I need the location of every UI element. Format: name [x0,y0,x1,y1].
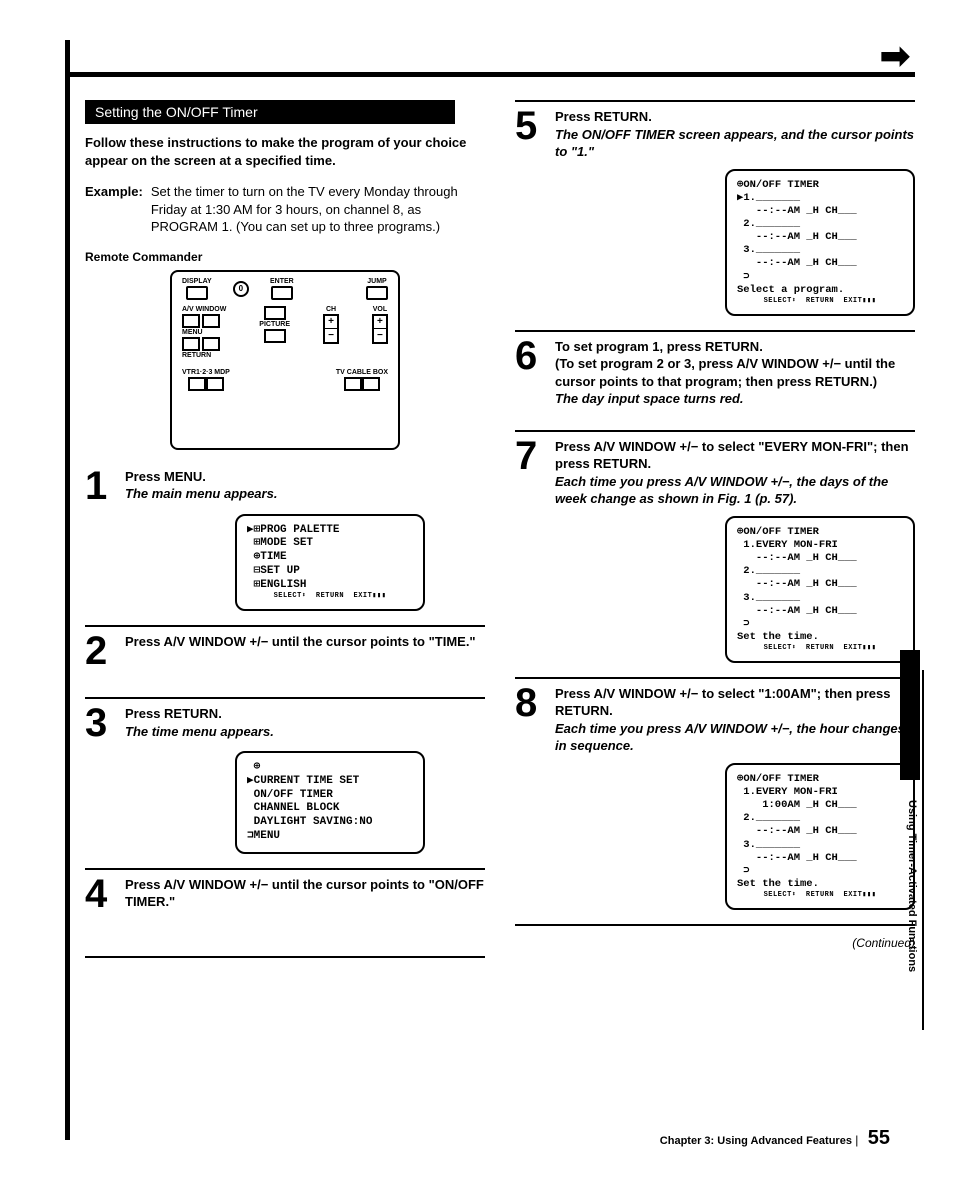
enter-key [271,286,293,300]
step-3-italic: The time menu appears. [125,724,274,739]
side-line [922,670,924,1030]
page-number: 55 [868,1127,890,1149]
step-2-text: Press A/V WINDOW +/− until the cursor po… [125,634,476,649]
step-5-italic: The ON/OFF TIMER screen appears, and the… [555,127,914,160]
side-section-label: Using Timer-Activated Functions [906,800,918,972]
key-label-ch: CH [326,306,336,313]
key-label-enter: ENTER [270,278,294,285]
menu-key2 [202,337,220,351]
footer-sep: | [855,1133,858,1147]
ch-rocker: +− [323,314,339,344]
step-4: 4 Press A/V WINDOW +/− until the cursor … [85,868,485,912]
screen-time-menu: ⊕ ▶CURRENT TIME SET ON/OFF TIMER CHANNEL… [235,751,425,854]
step-5: 5 Press RETURN. The ON/OFF TIMER screen … [515,100,915,161]
step-6-text2: (To set program 2 or 3, press A/V WINDOW… [555,356,895,389]
key-label-return: RETURN [182,352,211,359]
step-4-text: Press A/V WINDOW +/− until the cursor po… [125,877,484,910]
step-7: 7 Press A/V WINDOW +/− to select "EVERY … [515,430,915,508]
side-tab [900,650,920,780]
step-2: 2 Press A/V WINDOW +/− until the cursor … [85,625,485,669]
step-8-italic: Each time you press A/V WINDOW +/−, the … [555,721,905,754]
left-rule [65,40,70,1140]
top-rule [65,72,915,77]
step-number: 8 [515,685,547,755]
screen-1-footer: SELECT⬍ RETURN EXIT▮▮▮ [247,592,413,601]
picture-key [264,329,286,343]
continue-arrow: ➡ [880,35,910,77]
column-end-rule [85,956,485,958]
step-3-text: Press RETURN. [125,706,222,721]
vol-rocker: +− [372,314,388,344]
step-6-text: To set program 1, press RETURN. [555,339,763,354]
jump-key [366,286,388,300]
screen-8-footer: SELECT⬍ RETURN EXIT▮▮▮ [737,891,903,900]
step-1-text: Press MENU. [125,469,206,484]
av-right-key [202,314,220,328]
menu-key [182,337,200,351]
chapter-label: Chapter 3: Using Advanced Features [660,1135,852,1147]
page-footer: Chapter 3: Using Advanced Features | 55 [660,1127,890,1150]
key-label-vol: VOL [373,306,387,313]
example-text: Set the timer to turn on the TV every Mo… [151,183,485,236]
step-5-text: Press RETURN. [555,109,652,124]
step-7-italic: Each time you press A/V WINDOW +/−, the … [555,474,888,507]
step-3: 3 Press RETURN. The time menu appears. [85,697,485,741]
key-label-menu: MENU [182,329,203,336]
step-1: 1 Press MENU. The main menu appears. [85,468,485,504]
step-6-italic: The day input space turns red. [555,391,744,406]
step-number: 5 [515,108,547,161]
step-number: 7 [515,438,547,508]
remote-commander-label: Remote Commander [85,250,485,264]
step-number: 4 [85,876,117,912]
key-label-vtr: VTR1·2·3 MDP [182,369,230,376]
tv-key1 [344,377,362,391]
av-left-key [182,314,200,328]
page-container: ➡ Setting the ON/OFF Timer Follow these … [45,30,920,1160]
screen-main-menu: ▶⊞PROG PALETTE ⊞MODE SET ⊕TIME ⊟SET UP ⊞… [235,514,425,612]
step-1-italic: The main menu appears. [125,486,277,501]
continued-label: (Continued) [515,936,915,950]
step-number: 6 [515,338,547,408]
step-number: 1 [85,468,117,504]
column-end-rule-r [515,924,915,926]
center-key [264,306,286,320]
key-label-picture: PICTURE [259,321,290,328]
key-label-display: DISPLAY [182,278,212,285]
zero-key: 0 [233,281,249,297]
display-key [186,286,208,300]
tv-key2 [362,377,380,391]
example-block: Example: Set the timer to turn on the TV… [85,183,485,236]
key-label-jump: JUMP [367,278,386,285]
screen-onoff-2: ⊕ON/OFF TIMER 1.EVERY MON-FRI --:--AM _H… [725,516,915,663]
remote-diagram: DISPLAY 0 ENTER JUMP A/V WINDOW MENU RET… [170,270,400,450]
example-label: Example: [85,183,143,236]
step-number: 3 [85,705,117,741]
screen-7-footer: SELECT⬍ RETURN EXIT▮▮▮ [737,644,903,653]
step-8-text: Press A/V WINDOW +/− to select "1:00AM";… [555,686,891,719]
step-8: 8 Press A/V WINDOW +/− to select "1:00AM… [515,677,915,755]
left-column: Setting the ON/OFF Timer Follow these in… [85,100,485,958]
step-number: 2 [85,633,117,669]
screen-onoff-1: ⊕ON/OFF TIMER ▶1._______ --:--AM _H CH__… [725,169,915,316]
right-column: 5 Press RETURN. The ON/OFF TIMER screen … [515,100,915,958]
screen-5-footer: SELECT⬍ RETURN EXIT▮▮▮ [737,297,903,306]
vtr-key1 [188,377,206,391]
step-7-text: Press A/V WINDOW +/− to select "EVERY MO… [555,439,909,472]
step-6: 6 To set program 1, press RETURN. (To se… [515,330,915,408]
section-title: Setting the ON/OFF Timer [85,100,455,124]
key-label-avwindow: A/V WINDOW [182,306,226,313]
vtr-key2 [206,377,224,391]
key-label-tvbox: TV CABLE BOX [336,369,388,376]
screen-onoff-3: ⊕ON/OFF TIMER 1.EVERY MON-FRI 1:00AM _H … [725,763,915,910]
intro-text: Follow these instructions to make the pr… [85,134,485,169]
content-columns: Setting the ON/OFF Timer Follow these in… [85,100,915,958]
